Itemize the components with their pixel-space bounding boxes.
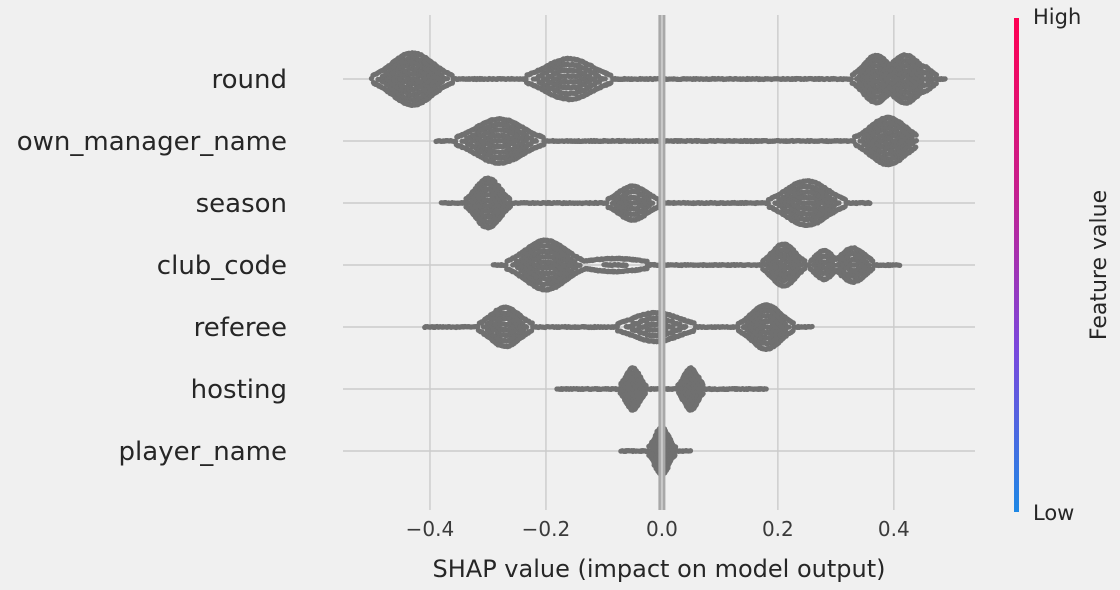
shap-point [602,76,608,82]
shap-point [836,200,842,206]
shap-point [913,132,919,138]
beeswarm-row-club-code [490,237,903,293]
shap-point [649,200,656,206]
beeswarm-layer [368,50,948,478]
shap-point [867,200,873,206]
beeswarm-row-own-manager-name [433,114,920,168]
shap-point [942,76,948,82]
beeswarm-row-round [368,50,948,109]
shap-point [444,75,451,82]
shap-point [533,138,539,144]
shap-point [913,144,919,150]
shap-point [913,138,920,144]
